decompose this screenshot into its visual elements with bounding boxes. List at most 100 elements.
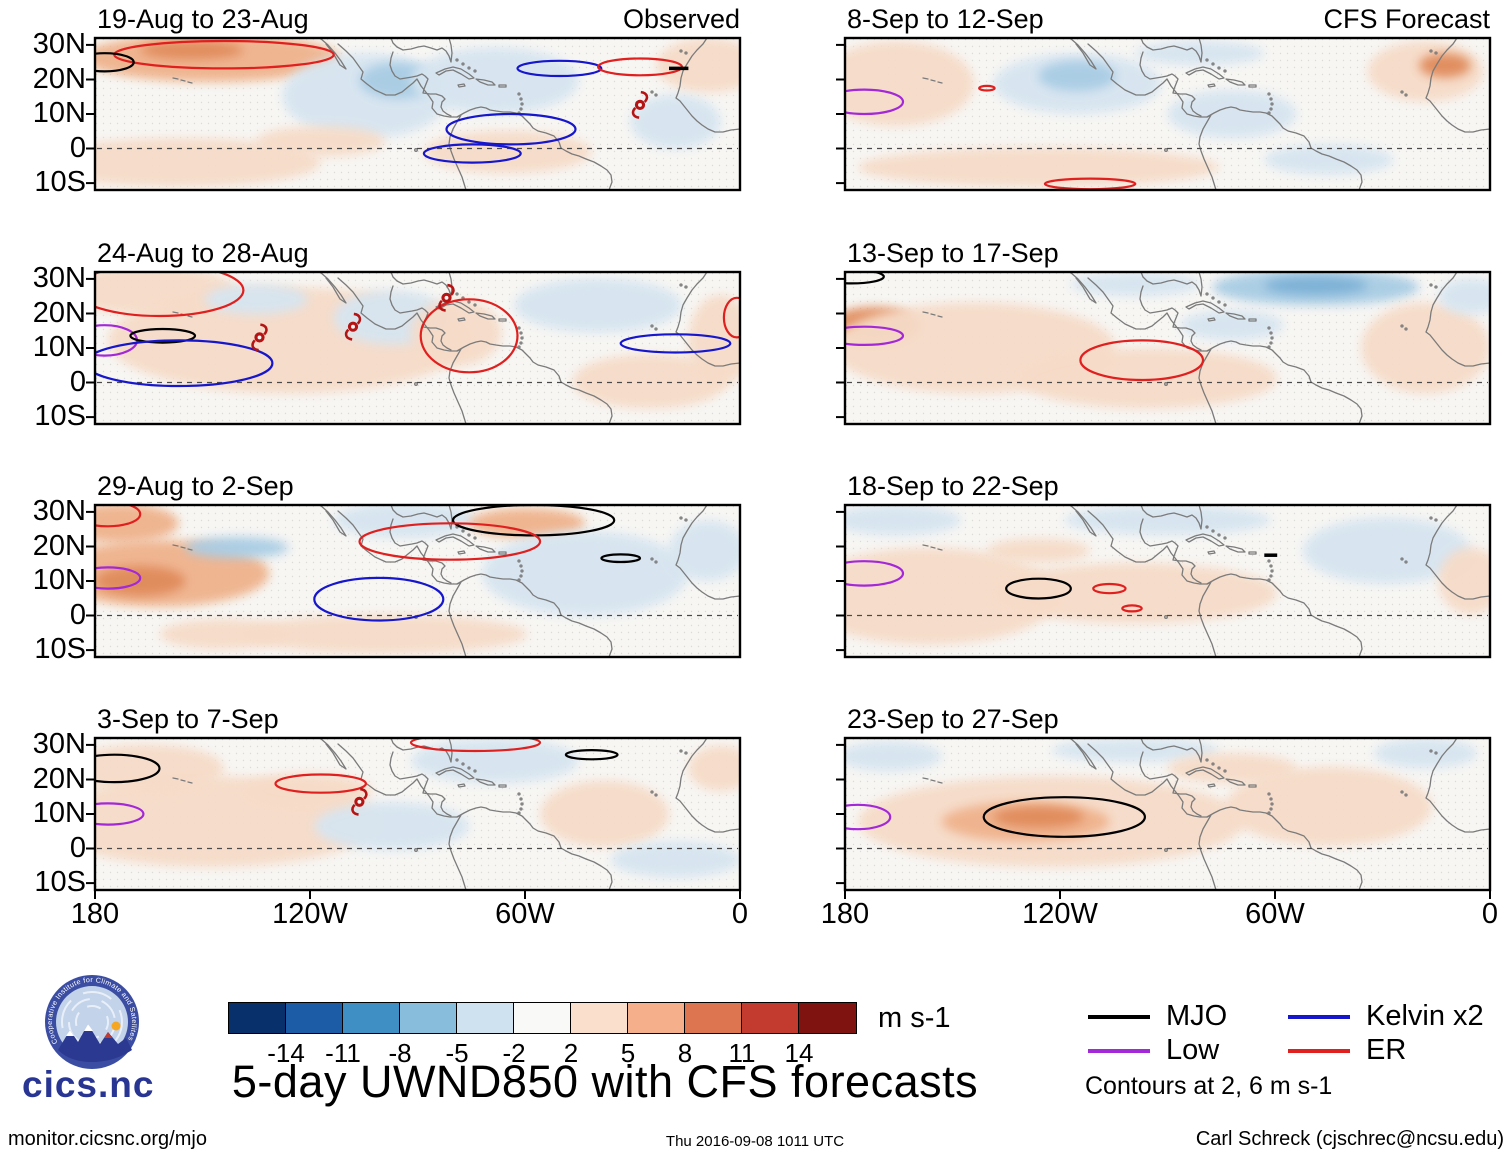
legend-label: MJO xyxy=(1166,1000,1228,1032)
x-axis-label: 180 xyxy=(820,898,870,930)
legend-item-er: ER xyxy=(1288,1034,1406,1067)
x-axis-label: 120W xyxy=(1022,898,1098,930)
colorbar-cell xyxy=(742,1003,799,1033)
map-fcst-1 xyxy=(836,36,1492,192)
map-panel-obs-3: 29-Aug to 2-Sep xyxy=(86,471,742,659)
map-fcst-3 xyxy=(836,503,1492,659)
colorbar-cell xyxy=(286,1003,343,1033)
logo-wordmark: cics.nc xyxy=(22,1064,155,1105)
x-axis-label: 0 xyxy=(1481,898,1499,930)
map-obs-4 xyxy=(86,736,742,899)
y-axis-label: 30N xyxy=(32,494,86,527)
y-axis-label: 10N xyxy=(32,564,86,596)
colorbar-tick: 11 xyxy=(728,1038,756,1068)
legend-item-mjo: MJO xyxy=(1088,1000,1227,1033)
x-axis-label: 60W xyxy=(495,898,555,930)
panel-title: 3-Sep to 7-Sep xyxy=(97,704,279,734)
panel-title: 24-Aug to 28-Aug xyxy=(97,238,309,268)
colorbar-cell xyxy=(514,1003,571,1033)
y-axis-label: 30N xyxy=(32,27,86,60)
map-fcst-2 xyxy=(836,270,1492,426)
panel-title: 29-Aug to 2-Sep xyxy=(97,471,294,501)
y-axis-label: 10S xyxy=(34,866,86,899)
x-axis-label: 60W xyxy=(1245,898,1305,930)
colorbar-tick: -5 xyxy=(445,1038,469,1068)
legend-label: Low xyxy=(1166,1034,1220,1066)
map-panel-obs-1: 19-Aug to 23-Aug xyxy=(86,4,742,192)
y-axis-label: 10N xyxy=(32,97,86,129)
footer-url: monitor.cicsnc.org/mjo xyxy=(8,1128,207,1150)
colorbar-tick: 8 xyxy=(677,1038,693,1068)
y-axis-label: 0 xyxy=(69,831,86,864)
y-axis-label: 20N xyxy=(32,762,86,795)
kelvin-line-swatch xyxy=(1288,1014,1350,1019)
colorbar-tick: 5 xyxy=(620,1038,636,1068)
y-axis-label: 10S xyxy=(34,400,86,433)
map-panel-obs-2: 24-Aug to 28-Aug xyxy=(86,238,742,426)
colorbar-cell xyxy=(571,1003,628,1033)
colorbar-tick: 2 xyxy=(563,1038,579,1068)
colorbar-cell xyxy=(799,1003,856,1033)
y-axis-label: 0 xyxy=(69,365,86,398)
contour-note: Contours at 2, 6 m s-1 xyxy=(1085,1072,1333,1100)
x-axis-label: 180 xyxy=(70,898,120,930)
logo-sun xyxy=(111,1021,121,1031)
colorbar-cell xyxy=(457,1003,514,1033)
colorbar-cell xyxy=(628,1003,685,1033)
map-obs-3 xyxy=(86,503,742,659)
cics-logo: Cooperative Institute for Climate and Sa… xyxy=(45,975,139,1069)
legend-label: Kelvin x2 xyxy=(1366,1000,1484,1032)
map-obs-2 xyxy=(86,270,742,426)
y-axis-label: 20N xyxy=(32,529,86,562)
map-fcst-4 xyxy=(836,736,1492,899)
colorbar-tick: -2 xyxy=(502,1038,526,1068)
column-heading-cfs-forecast: CFS Forecast xyxy=(1323,4,1490,34)
colorbar-cell xyxy=(229,1003,286,1033)
y-axis-label: 30N xyxy=(32,261,86,294)
map-obs-1 xyxy=(86,36,742,192)
panel-title: 13-Sep to 17-Sep xyxy=(847,238,1059,268)
logo-mountains xyxy=(58,1024,132,1062)
panel-title: 19-Aug to 23-Aug xyxy=(97,4,309,34)
panel-title: 18-Sep to 22-Sep xyxy=(847,471,1059,501)
colorbar-block: -14 -11 -8 -5 -2 2 5 8 11 14 xyxy=(228,1002,857,1072)
y-axis-label: 0 xyxy=(69,131,86,164)
y-axis-label: 30N xyxy=(32,727,86,760)
colorbar xyxy=(228,1002,857,1034)
legend-item-low: Low xyxy=(1088,1034,1219,1067)
y-axis-label: 10S xyxy=(34,633,86,666)
panel-title: 8-Sep to 12-Sep xyxy=(847,4,1044,34)
y-axis-label: 20N xyxy=(32,62,86,95)
map-panel-fcst-4: 23-Sep to 27-Sep xyxy=(836,704,1492,899)
x-axis-label: 120W xyxy=(272,898,348,930)
footer-timestamp: Thu 2016-09-08 1011 UTC xyxy=(665,1133,845,1150)
er-line-swatch xyxy=(1288,1048,1350,1053)
y-axis-label: 0 xyxy=(69,598,86,631)
legend-label: ER xyxy=(1366,1034,1407,1066)
mjo-line-swatch xyxy=(1088,1014,1150,1019)
map-panel-fcst-3: 18-Sep to 22-Sep xyxy=(836,471,1492,659)
column-heading-observed: Observed xyxy=(622,4,740,34)
colorbar-cell xyxy=(685,1003,742,1033)
legend-item-kelvin: Kelvin x2 xyxy=(1288,1000,1484,1033)
x-axis-label: 0 xyxy=(731,898,749,930)
y-axis-label: 10S xyxy=(34,166,86,199)
map-panel-fcst-2: 13-Sep to 17-Sep xyxy=(836,238,1492,426)
colorbar-cell xyxy=(343,1003,400,1033)
colorbar-tick: -11 xyxy=(325,1038,361,1068)
y-axis-label: 10N xyxy=(32,797,86,829)
footer-credit: Carl Schreck (cjschrec@ncsu.edu) xyxy=(1195,1128,1504,1150)
panel-title: 23-Sep to 27-Sep xyxy=(847,704,1059,734)
colorbar-tick: -8 xyxy=(388,1038,412,1068)
colorbar-tick: 14 xyxy=(784,1038,814,1068)
colorbar-units: m s-1 xyxy=(878,1002,951,1034)
colorbar-tick: -14 xyxy=(267,1038,305,1068)
colorbar-cell xyxy=(400,1003,457,1033)
figure-title: 5-day UWND850 with CFS forecasts xyxy=(231,1056,979,1107)
map-panel-fcst-1: 8-Sep to 12-Sep xyxy=(836,4,1492,192)
low-line-swatch xyxy=(1088,1048,1150,1053)
y-axis-label: 10N xyxy=(32,331,86,363)
map-panel-obs-4: 3-Sep to 7-Sep xyxy=(86,704,742,899)
y-axis-label: 20N xyxy=(32,296,86,329)
